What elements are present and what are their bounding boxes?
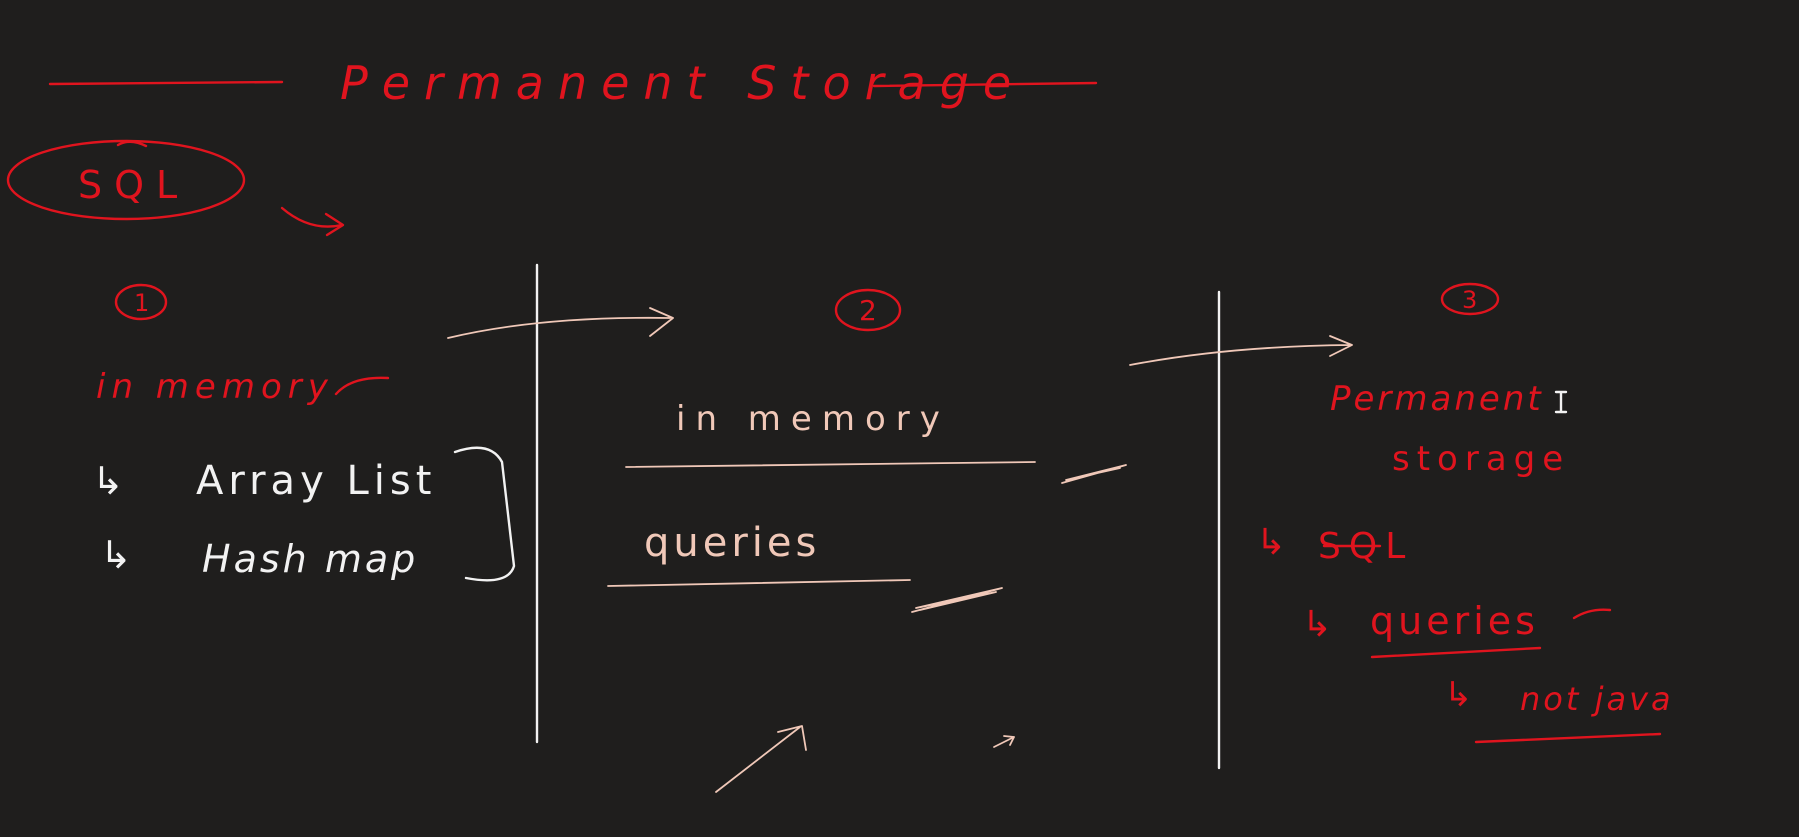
column-3-item-3: not java [1520,680,1674,718]
title-group: Permanent Storage [48,56,1098,110]
text-cursor-icon [1554,390,1568,414]
sql-bubble-label: SQL [78,163,189,207]
title-rule-left [48,80,284,86]
arrow-col2-to-col3-icon [1129,335,1353,366]
column-3: 3 Permanent storage ↳ SQL ↳ queries ↳ no… [1256,282,1674,744]
column-3-item-arrow-3: ↳ [1444,675,1473,715]
column-2-number: 2 [859,294,877,327]
column-2-small-arrow-icon [993,735,1015,748]
column-1-number: 1 [134,289,149,317]
sql-arrow-icon [280,206,345,237]
column-1-check-icon [334,376,390,396]
column-1-item-2: Hash map [202,537,418,581]
column-1-item-1: Array List [196,458,436,504]
column-2-item-1: queries [644,520,820,566]
column-2-heading-underline [625,461,1036,468]
column-3-check-icon [1572,608,1612,620]
column-2-scribble-2 [911,587,1003,613]
column-1-heading: in memory [96,367,334,407]
column-2-number-circle [834,288,902,332]
column-3-number: 3 [1462,286,1477,314]
sql-bubble-tail [116,140,148,148]
column-3-item-2: queries [1370,599,1539,643]
column-3-item-arrow-1: ↳ [1256,522,1286,563]
column-3-number-circle [1440,282,1500,316]
column-2-up-arrow-icon [715,725,807,793]
arrow-col1-to-col2-icon [447,307,674,339]
page-title: Permanent Storage [340,56,1025,110]
column-3-heading-line1: Permanent [1330,379,1544,419]
column-3-heading-line2: storage [1392,439,1570,479]
column-1-item-arrow-2: ↳ [100,533,132,577]
column-2-heading: in memory [676,399,950,439]
column-3-item-arrow-2: ↳ [1302,604,1332,645]
column-1-item-arrow-1: ↳ [92,459,124,503]
column-1: 1 in memory ↳ Array List ↳ Hash map [92,283,516,582]
column-3-item-2-underline [1370,646,1542,659]
column-2-item-underline [607,579,911,587]
column-3-item-3-underline [1474,732,1662,744]
column-1-number-circle [114,283,168,321]
title-rule-right [872,81,1098,88]
column-2: 2 in memory queries [607,288,1127,793]
column-1-bracket [453,446,516,582]
column-2-scribble-1 [1061,464,1127,484]
sql-bubble: SQL [6,139,345,237]
